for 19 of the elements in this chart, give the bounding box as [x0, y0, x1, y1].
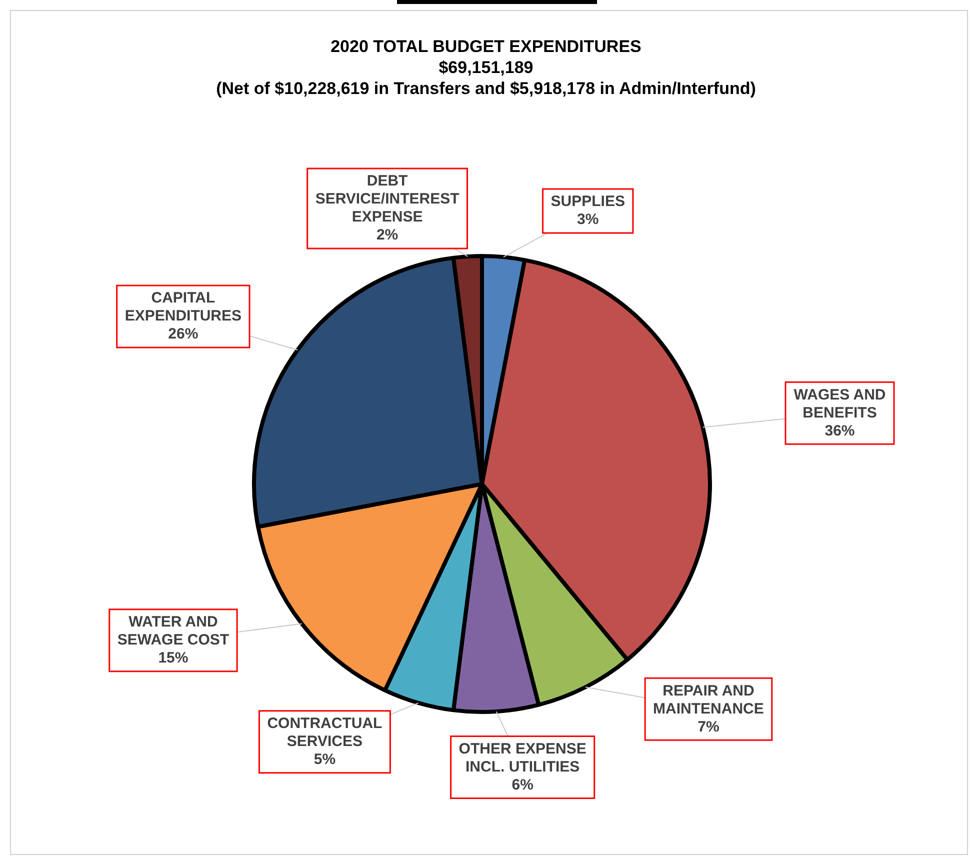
data-label: 5% — [314, 751, 336, 768]
slice-label: REPAIR AND MAINTENANCE — [653, 682, 764, 718]
slice-label: CAPITAL EXPENDITURES — [124, 290, 242, 325]
slice-label: SUPPLIES — [550, 193, 625, 210]
slice-label: DEBT SERVICE/INTEREST EXPENSE — [315, 172, 460, 226]
slice-label: CONTRACTUAL SERVICES — [267, 715, 382, 750]
data-label: 26% — [168, 326, 198, 343]
slice-label: OTHER EXPENSE INCL. UTILITIES — [458, 740, 586, 776]
data-label: 36% — [824, 422, 855, 440]
data-label: 7% — [698, 718, 720, 736]
slice-label: WAGES AND BENEFITS — [794, 386, 886, 422]
data-label: 15% — [158, 650, 188, 667]
data-label: 2% — [376, 226, 398, 244]
chart-subtitle: $69,151,189 — [438, 57, 534, 78]
slice-label: WATER AND SEWAGE COST — [117, 614, 230, 649]
text: (Net of $10,228,619 in Transfers and $5,918,178 in Admin/Interfund) — [215, 78, 757, 99]
data-label: 6% — [512, 776, 534, 794]
chart-title: 2020 TOTAL BUDGET EXPENDITURES — [330, 36, 642, 57]
data-label: 3% — [577, 211, 599, 228]
